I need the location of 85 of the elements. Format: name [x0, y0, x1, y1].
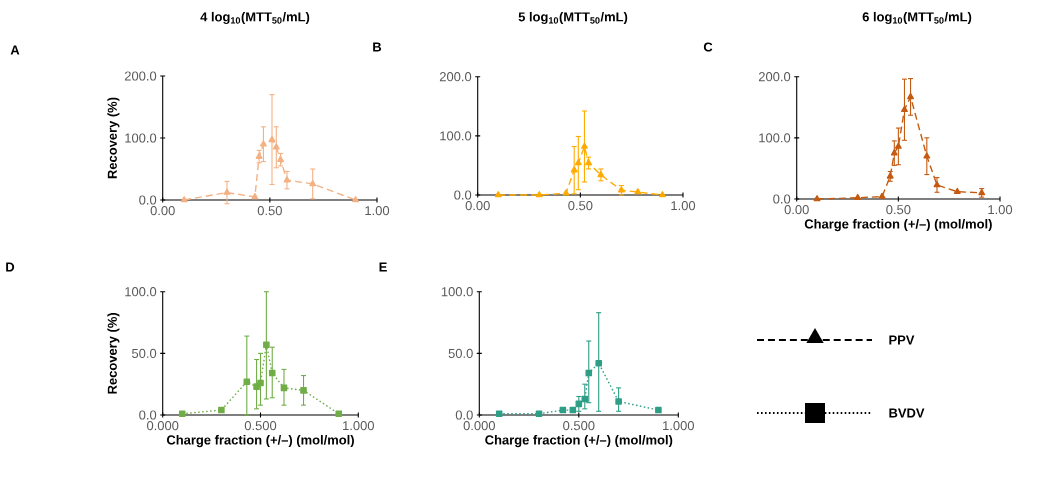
- y-tick-label: 100.0: [759, 133, 791, 143]
- x-tick-label: 0.500: [244, 421, 277, 431]
- y-tick-label: 100.0: [440, 131, 472, 141]
- point: [854, 193, 862, 201]
- point: [813, 195, 821, 202]
- x-tick-label: 0.000: [463, 421, 496, 431]
- x-tick-label: 0.00: [465, 201, 490, 211]
- point: [283, 176, 291, 183]
- chart-title: 4 log$_{10}$(MTT$_{50}$/mL): [200, 11, 310, 25]
- point: [300, 387, 307, 394]
- x-tick-label: 0.50: [257, 206, 282, 216]
- text: E: [379, 262, 387, 272]
- x-tick-label: 0.00: [784, 205, 809, 215]
- y-tick-label: 100.0: [441, 287, 473, 297]
- point: [585, 369, 593, 377]
- point: [659, 191, 666, 198]
- point: [309, 180, 317, 187]
- point: [535, 410, 543, 418]
- point: [890, 149, 898, 156]
- point: [901, 105, 908, 113]
- x-axis-title: Charge fraction (+/–) (mol/mol): [166, 435, 354, 448]
- point: [268, 369, 276, 377]
- x-axis-title: Charge fraction (+/–) (mol/mol): [485, 435, 673, 448]
- x-tick-label: 1.000: [663, 421, 695, 431]
- point: [243, 378, 251, 385]
- point: [268, 135, 276, 143]
- x-tick-label: 0.500: [563, 421, 595, 431]
- point: [570, 166, 578, 173]
- point: [223, 188, 231, 195]
- text: B: [373, 42, 382, 52]
- x-axis-title: Charge fraction (+/–) (mol/mol): [804, 219, 992, 232]
- text: A: [10, 45, 20, 55]
- y-tick-label: 200.0: [124, 71, 157, 81]
- point: [634, 188, 642, 195]
- point: [907, 93, 915, 100]
- text: PPV: [889, 335, 915, 345]
- point: [953, 187, 961, 194]
- point: [574, 159, 582, 166]
- x-tick-label: 1.00: [671, 201, 696, 211]
- point: [263, 341, 270, 349]
- y-tick-label: 100.0: [125, 133, 157, 143]
- y-tick-label: 50.0: [448, 348, 473, 358]
- point: [535, 191, 543, 198]
- point: [178, 410, 186, 418]
- y-tick-label: 100.0: [125, 287, 157, 297]
- y-tick-label: 0.0: [773, 194, 791, 204]
- y-tick-label: 200.0: [439, 72, 472, 82]
- x-tick-label: 0.000: [146, 421, 179, 431]
- y-tick-label: 200.0: [758, 72, 791, 82]
- point: [878, 192, 886, 199]
- point: [595, 359, 602, 367]
- chart-title: 5 log$_{10}$(MTT$_{50}$/mL): [518, 11, 628, 25]
- x-tick-label: 1.00: [988, 205, 1013, 215]
- y-axis-title: Recovery (%): [107, 312, 120, 394]
- x-tick-label: 0.00: [150, 206, 175, 216]
- y-tick-label: 0.0: [455, 410, 473, 420]
- x-tick-label: 1.000: [343, 421, 374, 431]
- point: [335, 410, 343, 418]
- y-axis-title: Recovery (%): [107, 97, 120, 179]
- point: [180, 196, 188, 203]
- y-tick-label: 0.0: [139, 410, 157, 420]
- point: [272, 143, 280, 150]
- x-tick-label: 1.00: [365, 206, 390, 216]
- point: [615, 398, 622, 405]
- y-tick-label: 0.0: [139, 195, 157, 205]
- point: [218, 406, 225, 414]
- point: [581, 142, 588, 149]
- text: D: [6, 262, 15, 272]
- x-tick-label: 0.50: [568, 201, 593, 211]
- y-tick-label: 50.0: [132, 348, 157, 358]
- point: [933, 181, 941, 188]
- point: [923, 152, 931, 159]
- point: [352, 196, 360, 203]
- point: [251, 193, 259, 200]
- y-tick-label: 0.0: [454, 190, 472, 200]
- point: [562, 189, 570, 196]
- point: [257, 379, 264, 387]
- chart-title: 6 log$_{10}$(MTT$_{50}$/mL): [862, 11, 972, 25]
- text: BVDV: [889, 408, 925, 418]
- x-tick-label: 0.50: [886, 205, 911, 215]
- point: [495, 410, 503, 418]
- point: [655, 406, 662, 414]
- point: [494, 191, 502, 198]
- point: [259, 140, 267, 147]
- text: C: [703, 42, 713, 52]
